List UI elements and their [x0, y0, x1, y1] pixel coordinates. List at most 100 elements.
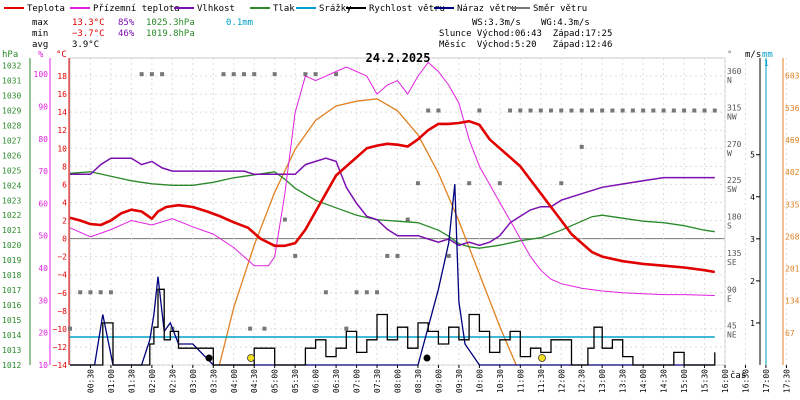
wind-direction-point	[579, 144, 584, 149]
wind-direction-point	[661, 108, 666, 113]
wind-direction-point	[252, 72, 257, 77]
wind-direction-point	[671, 108, 676, 113]
dir-tick-label: NE	[727, 331, 737, 340]
degc-tick-label: 6	[62, 180, 67, 189]
temperature-series-line	[69, 119, 716, 274]
hpa-tick-label: 1021	[2, 226, 21, 235]
ms-axis-unit: m/s	[745, 50, 761, 60]
wind-direction-point	[630, 108, 635, 113]
wind-direction-point	[549, 108, 554, 113]
wind-direction-point	[702, 108, 707, 113]
pct-tick-label: 40	[38, 264, 48, 273]
hpa-tick-label: 1020	[2, 241, 21, 250]
time-axis: 00:30 01:00 01:30 02:00 02:30 03:00 03:30 04:00…	[86, 365, 791, 393]
wind-direction-point	[589, 108, 594, 113]
x-tick-label: 01:00	[107, 369, 116, 393]
wind-direction-point	[528, 108, 533, 113]
wind-direction-point	[518, 108, 523, 113]
wind-direction-point	[303, 72, 308, 77]
legend-label: Vlhkost	[197, 4, 235, 14]
hpa-tick-label: 1018	[2, 271, 21, 280]
moonrise-icon	[205, 354, 213, 362]
wind-direction-point	[248, 326, 253, 331]
pct-tick-label: 20	[38, 329, 48, 338]
wind-direction-point	[559, 181, 564, 186]
x-tick-label: 00:30	[86, 369, 95, 393]
hpa-tick-label: 1016	[2, 301, 21, 310]
x-tick-label: 14:30	[660, 369, 669, 393]
mm-axis-unit: mm	[762, 50, 773, 60]
degc-axis-unit: °C	[56, 50, 67, 60]
wind-direction-point	[395, 253, 400, 258]
stat-max-rain: 0.1mm	[226, 18, 253, 28]
pct-tick-label: 70	[38, 167, 48, 176]
wind-direction-point	[221, 72, 226, 77]
wind-direction-point	[231, 72, 236, 77]
dir-tick-label: NW	[727, 113, 737, 122]
wind-direction-point	[579, 108, 584, 113]
pct-tick-label: 100	[34, 70, 49, 79]
dir-tick-label: S	[727, 222, 732, 231]
x-tick-label: 12:30	[578, 369, 587, 393]
ms-tick-label: 1	[750, 319, 755, 328]
wind-direction-point	[78, 290, 83, 295]
hpa-tick-label: 1025	[2, 166, 21, 175]
x-tick-label: 03:00	[189, 369, 198, 393]
hpa-tick-label: 1023	[2, 196, 21, 205]
dir-tick-value: 135	[727, 249, 742, 258]
x-tick-label: 09:30	[455, 369, 464, 393]
x-tick-label: 14:00	[639, 369, 648, 393]
wind-direction-point	[364, 290, 369, 295]
x-tick-label: 08:00	[394, 369, 403, 393]
wind-direction-point	[293, 253, 298, 258]
pct-tick-label: 60	[38, 199, 48, 208]
dir-tick-label: SE	[727, 258, 737, 267]
wind-direction-point	[313, 72, 318, 77]
x-tick-label: 04:30	[250, 369, 259, 393]
wind-direction-point	[508, 108, 513, 113]
wind-direction-point	[262, 326, 267, 331]
stat-max-humidity: 85%	[118, 18, 135, 28]
x-tick-label: 03:30	[209, 369, 218, 393]
x-tick-label: 08:30	[414, 369, 423, 393]
ms-tick-label: 4	[750, 193, 755, 202]
stat-avg-temp: 3.9°C	[72, 40, 99, 50]
dir-tick-value: 45	[727, 322, 737, 331]
dir-tick-value: 270	[727, 140, 742, 149]
x-tick-label: 17:30	[782, 369, 791, 393]
dir-tick-label: W	[727, 149, 732, 158]
wind-direction-point	[467, 181, 472, 186]
x-tick-label: 15:00	[680, 369, 689, 393]
wind-direction-point	[538, 108, 543, 113]
degc-tick-label: −6	[57, 289, 67, 298]
x-tick-label: 04:00	[230, 369, 239, 393]
x-tick-label: 05:00	[271, 369, 280, 393]
degc-tick-label: −10	[53, 325, 68, 334]
wind-direction-point	[497, 181, 502, 186]
legend-label: Srážky	[319, 4, 352, 14]
wind-direction-point	[446, 253, 451, 258]
degc-tick-label: 10	[57, 144, 67, 153]
stat-sun: Slunce Východ:06:43 Západ:17:25	[439, 29, 612, 39]
x-tick-label: 07:00	[353, 369, 362, 393]
sunset-icon	[538, 354, 546, 362]
x-axis-label: čas	[730, 370, 746, 381]
legend-label: Náraz větru	[457, 4, 517, 14]
stat-min-temp: −3.7°C	[72, 29, 105, 39]
x-tick-label: 13:30	[619, 369, 628, 393]
ms-tick-label: 3	[750, 235, 755, 244]
x-tick-label: 17:00	[762, 369, 771, 393]
degc-tick-label: 8	[62, 162, 67, 171]
pct-axis-unit: %	[38, 50, 44, 60]
dir-tick-value: 315	[727, 104, 742, 113]
wind-direction-point	[692, 108, 697, 113]
hpa-tick-label: 1024	[2, 181, 21, 190]
pct-tick-label: 80	[38, 135, 48, 144]
dir-tick-label: SW	[727, 185, 737, 194]
x-tick-label: 10:00	[475, 369, 484, 393]
hpa-tick-label: 1027	[2, 136, 21, 145]
x-tick-label: 02:00	[148, 369, 157, 393]
wind-direction-point	[569, 108, 574, 113]
stat-max-label: max	[32, 18, 49, 28]
